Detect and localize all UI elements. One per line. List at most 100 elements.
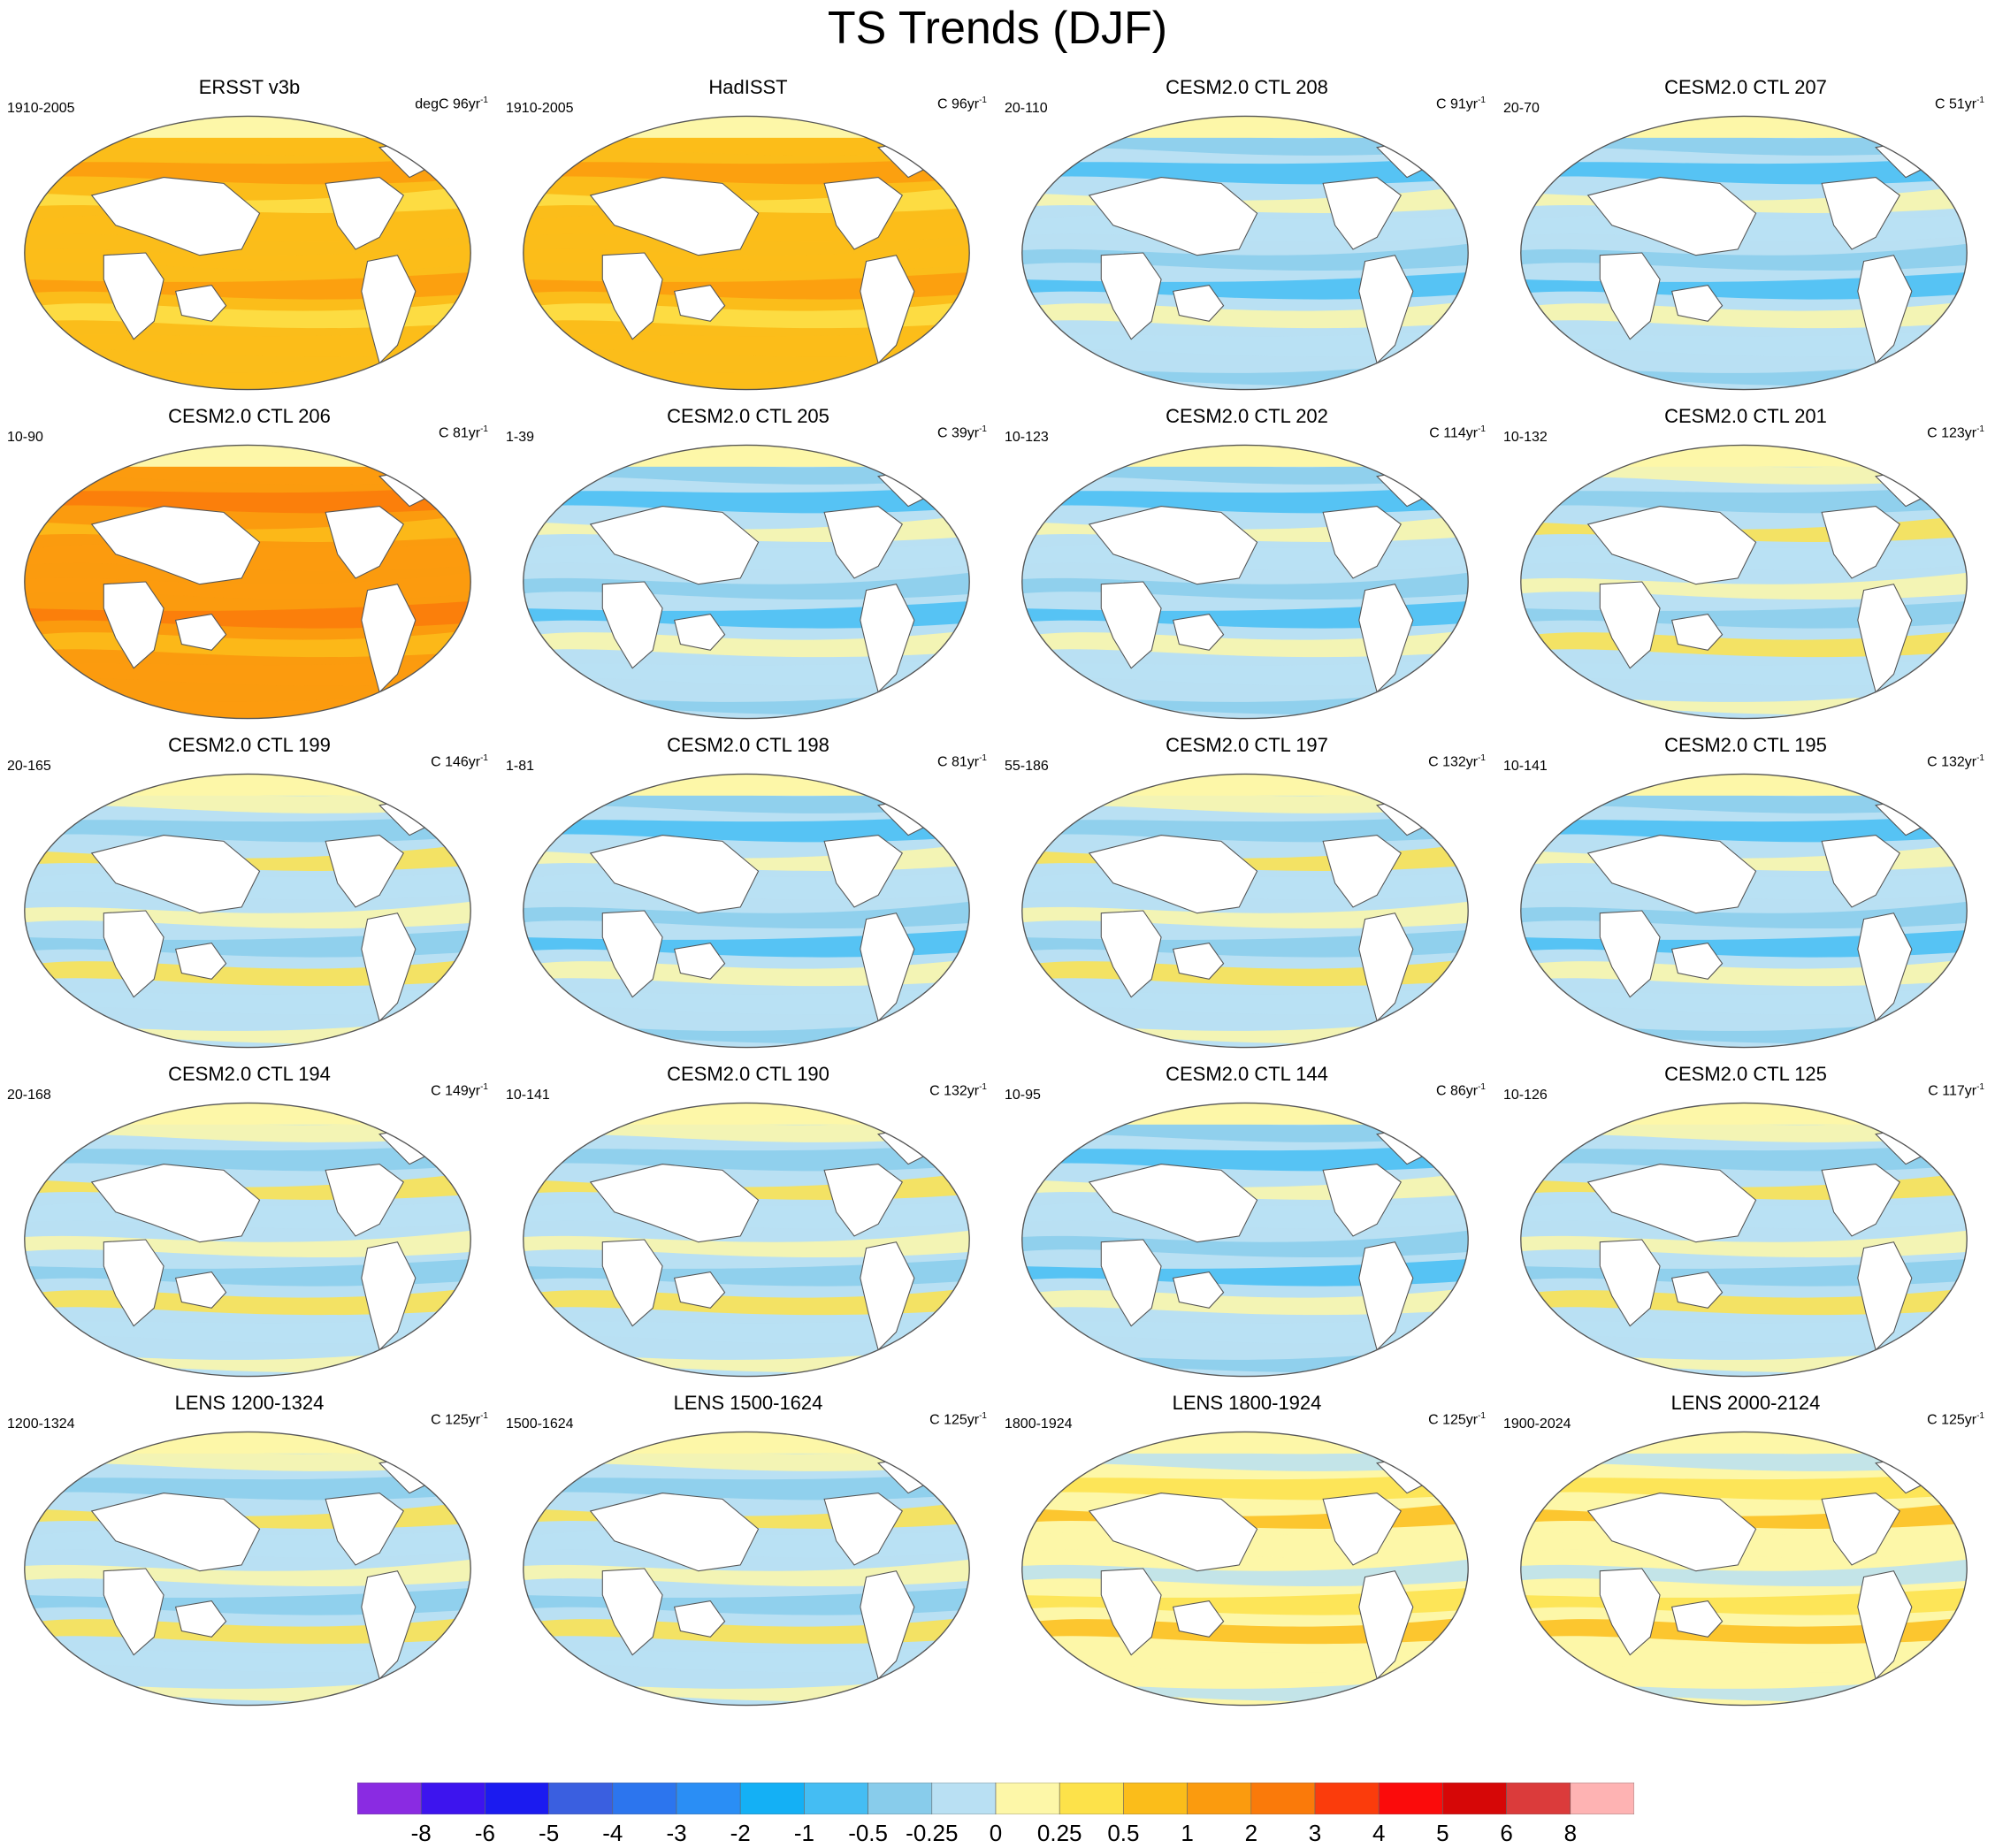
world-map	[24, 1431, 471, 1707]
panel-units-exponent: -1	[979, 95, 987, 105]
panel-units-text: C 81yr	[438, 425, 481, 441]
panel-title: LENS 1200-1324	[174, 1392, 325, 1414]
panel-units-text: C 117yr	[1928, 1083, 1977, 1099]
colorbar-tick-label: -1	[793, 1820, 814, 1846]
world-map	[24, 1102, 471, 1378]
panel-period: 20-70	[1503, 101, 1540, 116]
colorbar-tick-label: -6	[474, 1820, 495, 1846]
map-panel: CESM2.0 CTL 190 10-141 C 132yr-1	[499, 1063, 998, 1392]
panel-title: CESM2.0 CTL 199	[168, 734, 331, 756]
colorbar-segment	[1506, 1783, 1571, 1814]
world-map	[523, 773, 970, 1049]
colorbar-tick-label: 1	[1181, 1820, 1194, 1846]
map-panel: CESM2.0 CTL 208 20-110 C 91yr-1	[998, 76, 1496, 405]
panel-units: C 51yr-1	[1935, 95, 1984, 112]
colorbar-tick-label: -8	[410, 1820, 432, 1846]
panel-units-text: C 132yr	[1428, 754, 1479, 770]
world-map	[24, 773, 471, 1049]
map-panel: CESM2.0 CTL 205 1-39 C 39yr-1	[499, 405, 998, 734]
panel-title: CESM2.0 CTL 198	[667, 734, 829, 756]
panel-units-exponent: -1	[480, 1082, 488, 1092]
panel-units: degC 96yr-1	[415, 95, 488, 112]
panel-units-text: C 125yr	[1428, 1412, 1479, 1428]
world-map	[1021, 444, 1469, 720]
panel-units: C 149yr-1	[431, 1082, 488, 1099]
panel-period: 1900-2024	[1503, 1417, 1571, 1432]
world-map	[1520, 1102, 1968, 1378]
colorbar-segment	[1187, 1783, 1252, 1814]
panel-units: C 117yr-1	[1928, 1082, 1984, 1099]
world-map	[1021, 773, 1469, 1049]
map-panel: CESM2.0 CTL 125 10-126 C 117yr-1	[1496, 1063, 1995, 1392]
colorbar-segment	[868, 1783, 933, 1814]
colorbar-segment	[804, 1783, 868, 1814]
colorbar	[357, 1783, 1634, 1814]
panel-units-exponent: -1	[480, 424, 488, 434]
colorbar-tick-label: 0.25	[1036, 1820, 1082, 1846]
panel-units: C 125yr-1	[1428, 1411, 1486, 1428]
map-panel: LENS 1800-1924 1800-1924 C 125yr-1	[998, 1392, 1496, 1721]
panel-period: 55-186	[1005, 759, 1049, 774]
figure-title: TS Trends (DJF)	[827, 3, 1168, 54]
panel-units: C 132yr-1	[929, 1082, 987, 1099]
panel-period: 20-110	[1005, 101, 1048, 116]
world-map	[1520, 444, 1968, 720]
panel-units-text: C 132yr	[1927, 754, 1977, 770]
panel-title: HadISST	[708, 76, 788, 98]
panel-units-text: C 146yr	[431, 754, 481, 770]
panel-units-exponent: -1	[979, 1082, 987, 1092]
panel-units-text: C 51yr	[1934, 96, 1977, 112]
colorbar-segment	[1378, 1783, 1443, 1814]
map-panel: CESM2.0 CTL 199 20-165 C 146yr-1	[0, 734, 499, 1063]
world-map	[1021, 1431, 1469, 1707]
map-panel: ERSST v3b 1910-2005 degC 96yr-1	[0, 76, 499, 405]
panel-units-text: C 125yr	[929, 1412, 980, 1428]
panel-title: CESM2.0 CTL 206	[168, 405, 331, 427]
panel-units-exponent: -1	[1478, 424, 1486, 434]
panel-units-text: C 86yr	[1435, 1083, 1479, 1099]
panel-units-text: C 91yr	[1435, 96, 1479, 112]
colorbar-segment	[420, 1783, 485, 1814]
panel-period: 10-95	[1005, 1088, 1041, 1103]
panel-period: 1500-1624	[506, 1417, 574, 1432]
world-map	[523, 115, 970, 391]
colorbar-tick-label: 6	[1500, 1820, 1513, 1846]
panel-title: CESM2.0 CTL 207	[1664, 76, 1827, 98]
panel-units-text: C 96yr	[936, 96, 980, 112]
map-panel: CESM2.0 CTL 202 10-123 C 114yr-1	[998, 405, 1496, 734]
colorbar-segment	[1442, 1783, 1507, 1814]
colorbar-segment	[1314, 1783, 1380, 1814]
colorbar-segment	[1570, 1783, 1634, 1814]
map-panel: CESM2.0 CTL 197 55-186 C 132yr-1	[998, 734, 1496, 1063]
world-map	[1520, 1431, 1968, 1707]
colorbar-tick-label: -4	[602, 1820, 623, 1846]
colorbar-segment	[1250, 1783, 1316, 1814]
colorbar-tick-label: 0.5	[1107, 1820, 1140, 1846]
colorbar-tick-label: 3	[1308, 1820, 1322, 1846]
panel-units-exponent: -1	[1976, 95, 1984, 105]
world-map	[1021, 115, 1469, 391]
colorbar-tick-label: 2	[1244, 1820, 1258, 1846]
panel-title: CESM2.0 CTL 197	[1166, 734, 1328, 756]
panel-period: 20-165	[7, 759, 51, 774]
colorbar-segment	[1059, 1783, 1124, 1814]
panel-title: CESM2.0 CTL 202	[1166, 405, 1328, 427]
panel-units-text: C 125yr	[1927, 1412, 1977, 1428]
panel-period: 10-90	[7, 430, 43, 445]
panel-period: 20-168	[7, 1088, 51, 1103]
world-map	[523, 1431, 970, 1707]
panel-units: C 146yr-1	[431, 753, 488, 770]
panel-period: 1-81	[506, 759, 535, 774]
map-panel: LENS 2000-2124 1900-2024 C 125yr-1	[1496, 1392, 1995, 1721]
panel-title: LENS 1500-1624	[673, 1392, 823, 1414]
map-panel: CESM2.0 CTL 207 20-70 C 51yr-1	[1496, 76, 1995, 405]
colorbar-tick-label: -2	[730, 1820, 751, 1846]
map-panel: CESM2.0 CTL 195 10-141 C 132yr-1	[1496, 734, 1995, 1063]
panel-units-exponent: -1	[1976, 1082, 1984, 1092]
world-map	[523, 444, 970, 720]
map-panel: HadISST 1910-2005 C 96yr-1	[499, 76, 998, 405]
map-panel: CESM2.0 CTL 144 10-95 C 86yr-1	[998, 1063, 1496, 1392]
panel-units: C 132yr-1	[1428, 753, 1486, 770]
panel-units: C 125yr-1	[929, 1411, 987, 1428]
panel-units: C 96yr-1	[937, 95, 987, 112]
